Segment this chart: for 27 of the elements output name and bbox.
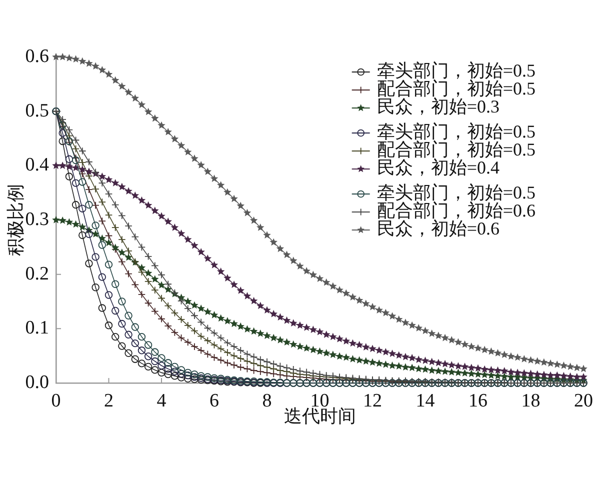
x-tick-label: 14 [416, 390, 436, 412]
legend-label: 牵头部门，初始=0.5 [376, 182, 536, 203]
y-tick-label: 0.1 [25, 318, 49, 339]
x-tick-label: 20 [574, 390, 593, 412]
y-tick-label: 0.0 [25, 372, 49, 393]
x-tick-label: 0 [51, 390, 61, 412]
legend-label: 牵头部门，初始=0.5 [376, 60, 536, 81]
x-tick-label: 6 [210, 390, 219, 412]
y-tick-label: 0.3 [25, 208, 49, 230]
legend-label: 民众，初始=0.3 [376, 96, 500, 117]
y-tick-label: 0.4 [25, 154, 50, 176]
y-tick-label: 0.5 [25, 100, 49, 122]
y-axis-title: 积极比例 [6, 184, 26, 256]
x-tick-label: 2 [104, 390, 114, 412]
x-tick-label: 4 [156, 390, 167, 412]
legend-label: 配合部门，初始=0.5 [376, 78, 536, 99]
y-tick-label: 0.2 [25, 263, 49, 284]
x-tick-label: 8 [262, 390, 272, 412]
x-tick-label: 12 [363, 390, 382, 412]
legend-label: 配合部门，初始=0.6 [376, 200, 536, 221]
x-tick-label: 16 [468, 390, 488, 412]
legend-label: 牵头部门，初始=0.5 [376, 122, 536, 142]
legend-label: 民众，初始=0.4 [376, 158, 500, 178]
legend-label: 配合部门，初始=0.5 [376, 140, 536, 160]
y-tick-label: 0.6 [25, 46, 49, 67]
x-tick-label: 18 [521, 390, 540, 412]
legend-label: 民众，初始=0.6 [376, 218, 500, 239]
